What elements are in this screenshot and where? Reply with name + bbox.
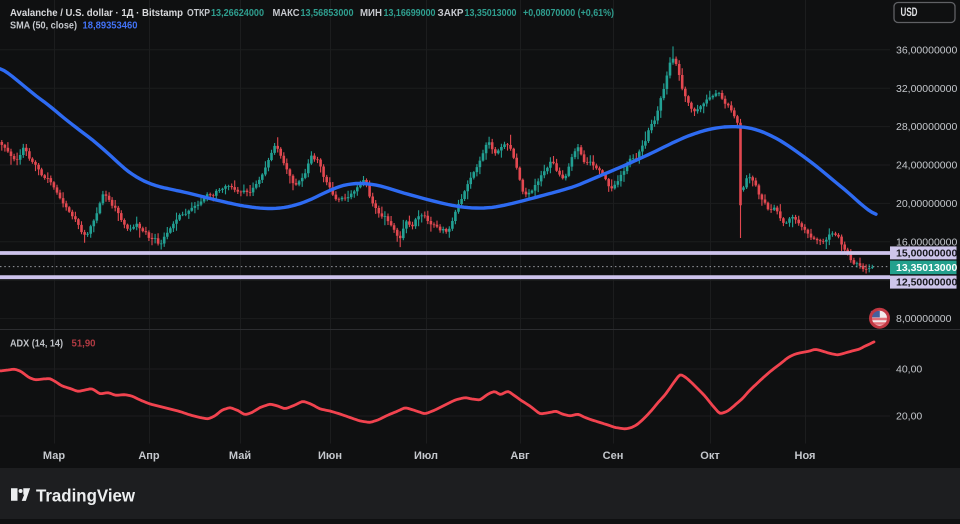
svg-text:SMA (50, close): SMA (50, close): [10, 21, 77, 32]
svg-text:Май: Май: [229, 450, 251, 462]
svg-text:Апр: Апр: [138, 450, 160, 462]
svg-text:15,00000000: 15,00000000: [896, 247, 957, 259]
svg-text:13,35013000: 13,35013000: [465, 8, 517, 19]
svg-text:+0,08070000 (+0,61%): +0,08070000 (+0,61%): [523, 8, 614, 19]
svg-text:40,00: 40,00: [896, 364, 922, 376]
svg-text:ЗАКР: ЗАКР: [438, 8, 464, 19]
svg-text:Сен: Сен: [603, 450, 624, 462]
svg-text:ADX (14, 14): ADX (14, 14): [10, 339, 63, 350]
svg-text:20,00000000: 20,00000000: [896, 198, 957, 210]
svg-text:Июл: Июл: [414, 450, 438, 462]
svg-text:Avalanche / U.S. dollar · 1Д ·: Avalanche / U.S. dollar · 1Д · Bitstamp: [10, 8, 183, 19]
svg-text:Июн: Июн: [318, 450, 342, 462]
svg-text:USD: USD: [901, 7, 918, 19]
svg-text:18,89353460: 18,89353460: [83, 21, 138, 32]
svg-text:TradingView: TradingView: [36, 486, 135, 506]
svg-text:32,00000000: 32,00000000: [896, 83, 957, 95]
svg-text:Мар: Мар: [43, 450, 65, 462]
svg-text:Ноя: Ноя: [795, 450, 816, 462]
svg-text:51,90: 51,90: [72, 339, 96, 350]
svg-text:МАКС: МАКС: [273, 8, 300, 19]
svg-text:13,26624000: 13,26624000: [211, 8, 264, 19]
svg-text:Окт: Окт: [700, 450, 720, 462]
svg-text:16,00000000: 16,00000000: [896, 236, 957, 248]
svg-text:13,16699000: 13,16699000: [384, 8, 436, 19]
svg-text:12,50000000: 12,50000000: [896, 277, 957, 289]
svg-text:28,00000000: 28,00000000: [896, 121, 957, 133]
svg-text:24,00000000: 24,00000000: [896, 160, 957, 172]
svg-text:МИН: МИН: [360, 8, 382, 19]
svg-text:13,56853000: 13,56853000: [301, 8, 354, 19]
svg-text:8,00000000: 8,00000000: [896, 313, 952, 325]
svg-text:Авг: Авг: [510, 450, 530, 462]
svg-text:13,35013000: 13,35013000: [896, 262, 957, 274]
svg-text:36,00000000: 36,00000000: [896, 44, 957, 56]
svg-text:20,00: 20,00: [896, 411, 922, 423]
svg-text:ОТКР: ОТКР: [187, 8, 210, 19]
